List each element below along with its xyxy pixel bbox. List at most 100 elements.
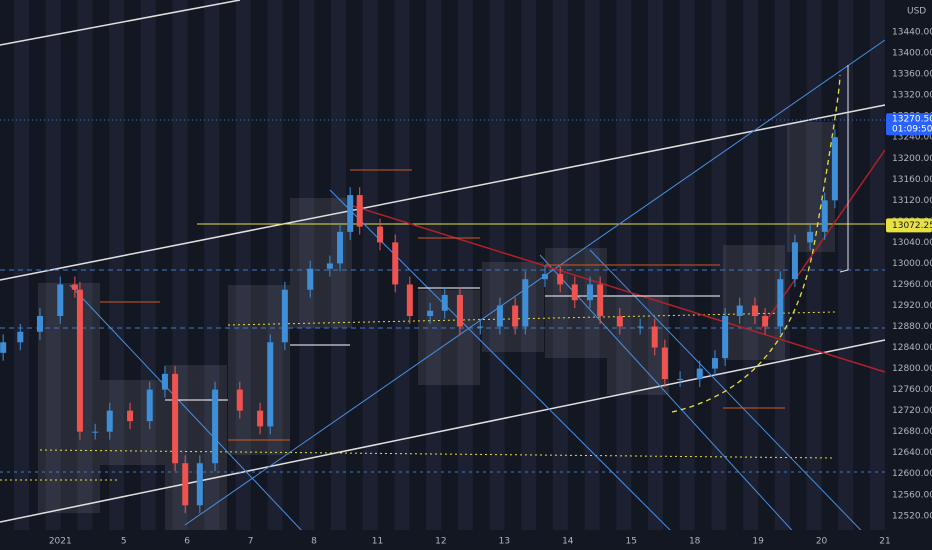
y-tick-label: 13240.00 — [892, 133, 932, 143]
candle-body — [807, 231, 814, 243]
candle-body — [196, 463, 203, 506]
y-tick-label: 12560.00 — [892, 490, 932, 500]
candle-body — [777, 279, 784, 327]
y-tick-label: 12920.00 — [892, 301, 932, 311]
candle-body — [182, 463, 189, 506]
y-tick-label: 13360.00 — [892, 70, 932, 80]
candle-body — [522, 279, 529, 327]
price-axis — [885, 0, 932, 550]
candle-body — [127, 410, 134, 422]
stripe — [457, 0, 473, 530]
candle-body — [36, 316, 43, 332]
candle-body — [512, 305, 519, 327]
marker-price-label: 13072.25 — [892, 221, 932, 231]
stripe — [838, 0, 854, 530]
candle-body — [161, 373, 168, 390]
candle-body — [427, 310, 434, 317]
candle-body — [17, 331, 24, 343]
axes: USD 12520.0012560.0012600.0012640.001268… — [49, 7, 932, 547]
candle-body — [76, 289, 83, 432]
stripe — [299, 0, 315, 530]
candle-body — [541, 273, 548, 280]
last-price-label: 13270.50 — [892, 115, 932, 125]
y-tick-label: 13440.00 — [892, 28, 932, 38]
candle-body — [172, 373, 179, 464]
x-tick-label: 14 — [562, 537, 574, 547]
y-tick-label: 12720.00 — [892, 406, 932, 416]
candle-body — [751, 305, 758, 317]
y-tick-label: 13320.00 — [892, 91, 932, 101]
stripe — [331, 0, 346, 530]
stripe — [426, 0, 442, 530]
stripe — [869, 0, 885, 530]
stripe — [774, 0, 790, 530]
candle-body — [711, 358, 718, 369]
candle-body — [441, 294, 448, 311]
x-tick-label: 11 — [372, 537, 383, 547]
x-tick-label: 13 — [499, 537, 510, 547]
candle-body — [496, 305, 503, 327]
candle-body — [406, 284, 413, 317]
candle-body — [257, 410, 264, 427]
stripe — [362, 0, 378, 530]
candle-body — [377, 226, 384, 243]
candle-body — [587, 284, 593, 301]
y-tick-label: 13040.00 — [892, 238, 932, 248]
x-tick-label: 12 — [435, 537, 446, 547]
candle-body — [557, 273, 564, 285]
stripe — [806, 0, 822, 530]
stripe — [109, 0, 125, 530]
candle-body — [696, 368, 703, 380]
y-tick-label: 12840.00 — [892, 343, 932, 353]
y-tick-label: 12680.00 — [892, 427, 932, 437]
candle-body — [722, 316, 729, 359]
candle-body — [106, 410, 113, 432]
candle-body — [616, 316, 623, 327]
candle-body — [661, 347, 668, 380]
y-tick-label: 13400.00 — [892, 49, 932, 59]
marker-price-box — [886, 218, 932, 233]
y-tick-label: 12960.00 — [892, 280, 932, 290]
y-tick-label: 12760.00 — [892, 385, 932, 395]
candle-body — [57, 284, 64, 317]
candle-body — [92, 431, 99, 433]
x-tick-label: 20 — [816, 537, 828, 547]
candle-body — [651, 326, 658, 348]
candle-body — [146, 389, 153, 422]
candle-body — [821, 200, 828, 232]
currency: USD — [907, 7, 926, 17]
stripe — [489, 0, 505, 530]
x-tick-label: 21 — [879, 537, 890, 547]
candle-body — [571, 284, 578, 301]
countdown: 01:09:50 — [892, 125, 932, 135]
candle-body — [677, 379, 684, 381]
candle-body — [347, 195, 354, 232]
candle-body — [307, 268, 314, 290]
y-tick-label: 13160.00 — [892, 175, 932, 185]
x-tick-label: 2021 — [49, 537, 72, 547]
y-tick-label: 12520.00 — [892, 511, 932, 521]
candle-body — [736, 305, 743, 317]
x-tick-label: 8 — [311, 537, 317, 547]
y-tick-label: 13000.00 — [892, 259, 932, 269]
last-price-box — [886, 113, 932, 136]
y-tick-label: 13120.00 — [892, 196, 932, 206]
candle-body — [267, 342, 274, 427]
stripe — [14, 0, 29, 530]
stripe — [45, 0, 61, 530]
candle-body — [236, 389, 243, 411]
candle-body — [597, 284, 604, 317]
y-tick-label: 12880.00 — [892, 322, 932, 332]
y-tick-label: 12600.00 — [892, 469, 932, 479]
x-tick-label: 5 — [121, 537, 127, 547]
y-tick-label: 12800.00 — [892, 364, 932, 374]
x-tick-label: 7 — [248, 537, 254, 547]
x-tick-label: 18 — [689, 537, 701, 547]
y-tick-label: 13200.00 — [892, 154, 932, 164]
candle-body — [356, 195, 363, 227]
candle-body — [281, 289, 288, 343]
candle-body — [637, 326, 644, 328]
candle-body — [831, 137, 838, 201]
candle-body — [791, 242, 798, 280]
